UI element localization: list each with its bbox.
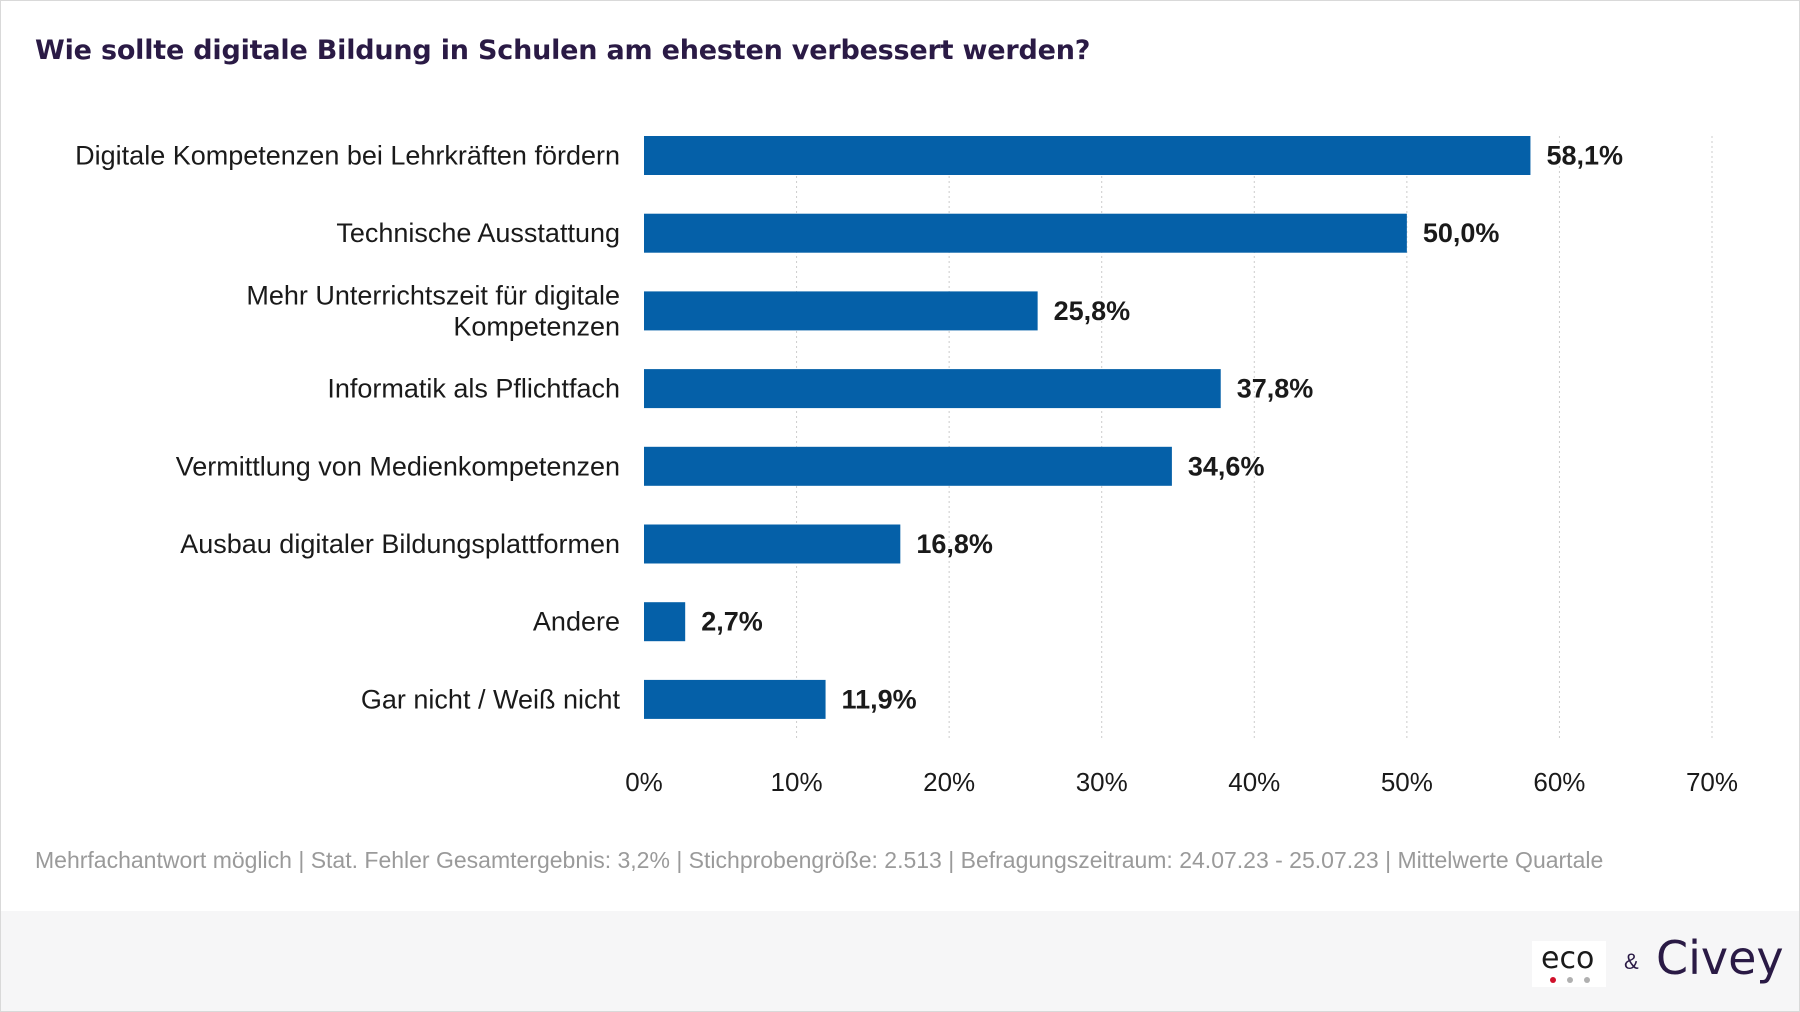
x-tick-label: 50% bbox=[1381, 767, 1433, 797]
x-tick-label: 70% bbox=[1686, 767, 1738, 797]
eco-logo-text: eco bbox=[1541, 941, 1595, 976]
bar bbox=[644, 524, 901, 564]
x-tick-label: 60% bbox=[1533, 767, 1585, 797]
x-tick-label: 30% bbox=[1076, 767, 1128, 797]
bar-chart: 0% 10% 20% 30% 40% 50% 60% 70% 58,1% Digitale Kom… bbox=[75, 136, 1738, 797]
bar bbox=[644, 602, 686, 642]
value-label: 50,0% bbox=[1423, 218, 1500, 248]
category-label: Mehr Unterrichtszeit für digitale Kompete… bbox=[246, 280, 620, 341]
category-label: Vermittlung von Medienkompetenzen bbox=[176, 451, 620, 481]
value-label: 34,6% bbox=[1188, 451, 1265, 481]
bar bbox=[644, 136, 1531, 175]
eco-logo-dot-red bbox=[1550, 977, 1556, 983]
x-tick-label: 20% bbox=[923, 767, 975, 797]
value-label: 37,8% bbox=[1237, 374, 1314, 404]
ampersand: & bbox=[1624, 949, 1639, 974]
value-label: 25,8% bbox=[1054, 296, 1131, 326]
bar bbox=[644, 213, 1407, 253]
category-label: Ausbau digitaler Bildungsplattformen bbox=[180, 529, 620, 559]
value-label: 16,8% bbox=[916, 529, 993, 559]
category-label: Informatik als Pflichtfach bbox=[327, 374, 620, 404]
bar bbox=[644, 679, 826, 719]
category-label: Gar nicht / Weiß nicht bbox=[361, 684, 621, 714]
bar bbox=[644, 291, 1038, 331]
value-label: 11,9% bbox=[842, 684, 917, 714]
footer: eco & Civey bbox=[1, 911, 1799, 1011]
x-tick-label: 0% bbox=[625, 767, 663, 797]
category-label: Andere bbox=[533, 607, 620, 637]
bar bbox=[644, 369, 1221, 409]
eco-logo: eco bbox=[1532, 941, 1606, 987]
chart-title: Wie sollte digitale Bildung in Schulen a… bbox=[35, 35, 1091, 66]
value-label: 2,7% bbox=[701, 607, 763, 637]
civey-logo: Civey bbox=[1656, 931, 1784, 985]
category-label: Digitale Kompetenzen bei Lehrkräften för… bbox=[75, 141, 620, 171]
bar bbox=[644, 446, 1172, 486]
x-tick-label: 10% bbox=[771, 767, 823, 797]
footnote: Mehrfachantwort möglich | Stat. Fehler G… bbox=[35, 847, 1604, 873]
x-tick-label: 40% bbox=[1228, 767, 1280, 797]
eco-logo-dot-gray-2 bbox=[1584, 977, 1590, 983]
category-label: Technische Ausstattung bbox=[336, 218, 620, 248]
eco-logo-dot-gray bbox=[1567, 977, 1573, 983]
value-label: 58,1% bbox=[1546, 141, 1623, 171]
